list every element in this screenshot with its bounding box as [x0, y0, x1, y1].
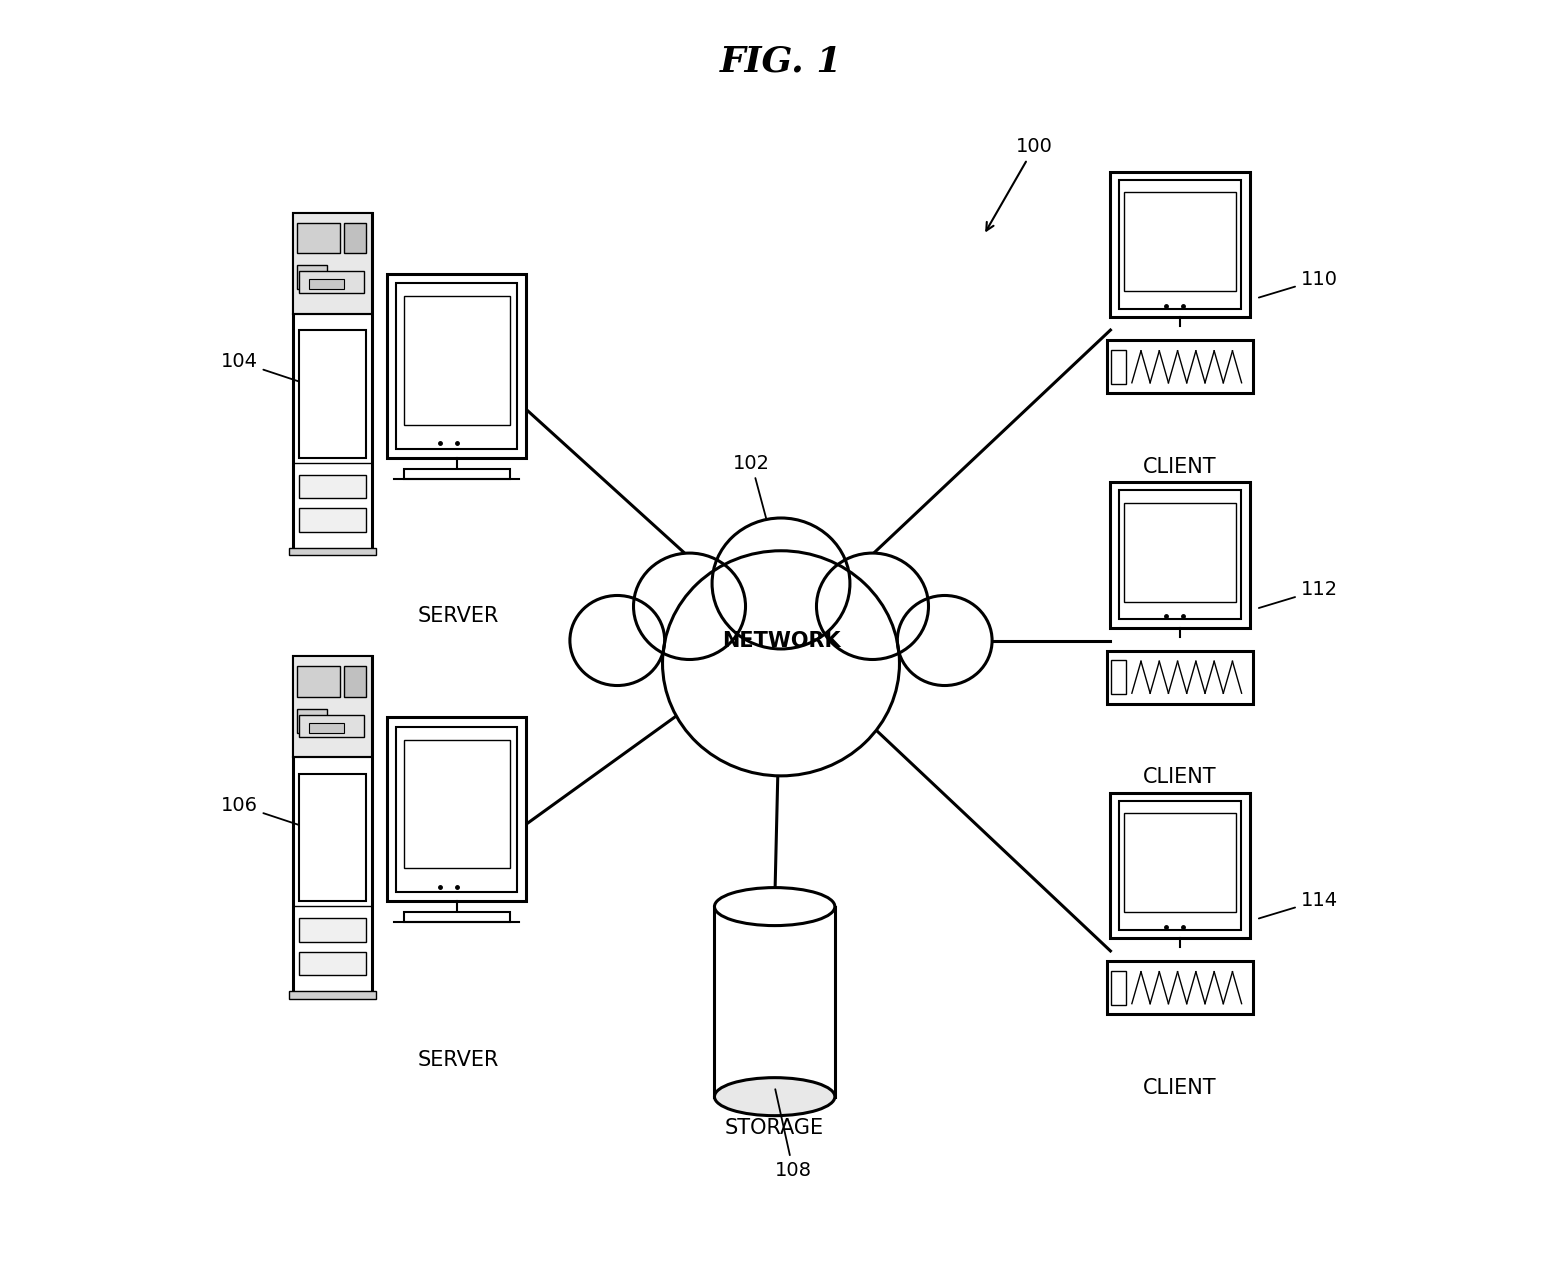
- FancyBboxPatch shape: [294, 213, 372, 548]
- Ellipse shape: [714, 888, 834, 926]
- Text: CLIENT: CLIENT: [1143, 457, 1217, 477]
- FancyBboxPatch shape: [1111, 172, 1250, 318]
- FancyBboxPatch shape: [1118, 801, 1242, 930]
- FancyBboxPatch shape: [294, 656, 372, 757]
- FancyBboxPatch shape: [1111, 350, 1126, 384]
- FancyBboxPatch shape: [403, 739, 509, 869]
- FancyBboxPatch shape: [1111, 971, 1126, 1004]
- Ellipse shape: [570, 596, 665, 685]
- FancyBboxPatch shape: [298, 475, 366, 498]
- Text: 112: 112: [1259, 580, 1337, 608]
- FancyBboxPatch shape: [1111, 660, 1126, 694]
- FancyBboxPatch shape: [1125, 192, 1236, 291]
- Text: NETWORK: NETWORK: [722, 630, 840, 651]
- Ellipse shape: [712, 518, 850, 649]
- Ellipse shape: [897, 596, 992, 685]
- FancyBboxPatch shape: [1107, 651, 1253, 703]
- Text: STORAGE: STORAGE: [725, 1118, 825, 1139]
- Text: 114: 114: [1259, 890, 1337, 918]
- FancyBboxPatch shape: [300, 272, 364, 293]
- FancyBboxPatch shape: [403, 296, 509, 424]
- Ellipse shape: [817, 553, 928, 660]
- Text: 102: 102: [733, 453, 770, 524]
- FancyBboxPatch shape: [714, 907, 834, 1097]
- Text: 106: 106: [220, 796, 333, 836]
- Text: CLIENT: CLIENT: [1143, 1077, 1217, 1098]
- Text: SERVER: SERVER: [417, 1049, 498, 1070]
- FancyBboxPatch shape: [1118, 181, 1242, 309]
- Text: 104: 104: [220, 352, 333, 392]
- Text: 100: 100: [986, 137, 1053, 231]
- FancyBboxPatch shape: [397, 726, 517, 892]
- Text: 110: 110: [1259, 270, 1337, 297]
- FancyBboxPatch shape: [1111, 793, 1250, 938]
- FancyBboxPatch shape: [298, 952, 366, 975]
- FancyBboxPatch shape: [403, 469, 509, 479]
- Text: 108: 108: [775, 1089, 812, 1180]
- FancyBboxPatch shape: [387, 717, 526, 902]
- Ellipse shape: [662, 551, 900, 776]
- FancyBboxPatch shape: [1107, 961, 1253, 1015]
- FancyBboxPatch shape: [298, 918, 366, 942]
- FancyBboxPatch shape: [298, 330, 366, 459]
- Ellipse shape: [714, 1077, 834, 1116]
- FancyBboxPatch shape: [294, 656, 372, 991]
- FancyBboxPatch shape: [1125, 813, 1236, 912]
- FancyBboxPatch shape: [1107, 341, 1253, 393]
- FancyBboxPatch shape: [344, 223, 366, 254]
- Text: CLIENT: CLIENT: [1143, 767, 1217, 788]
- FancyBboxPatch shape: [387, 274, 526, 457]
- FancyBboxPatch shape: [1118, 491, 1242, 620]
- FancyBboxPatch shape: [298, 774, 366, 902]
- Text: FIG. 1: FIG. 1: [720, 45, 842, 79]
- FancyBboxPatch shape: [289, 991, 375, 999]
- FancyBboxPatch shape: [297, 708, 328, 733]
- FancyBboxPatch shape: [298, 509, 366, 532]
- Ellipse shape: [634, 553, 745, 660]
- FancyBboxPatch shape: [397, 283, 517, 448]
- FancyBboxPatch shape: [344, 666, 366, 697]
- FancyBboxPatch shape: [297, 666, 341, 697]
- FancyBboxPatch shape: [1125, 502, 1236, 602]
- FancyBboxPatch shape: [403, 912, 509, 922]
- FancyBboxPatch shape: [294, 213, 372, 314]
- FancyBboxPatch shape: [1111, 482, 1250, 628]
- FancyBboxPatch shape: [300, 715, 364, 737]
- Text: SERVER: SERVER: [417, 606, 498, 626]
- FancyBboxPatch shape: [297, 265, 328, 290]
- FancyBboxPatch shape: [289, 548, 375, 556]
- FancyBboxPatch shape: [309, 279, 344, 290]
- FancyBboxPatch shape: [297, 223, 341, 254]
- FancyBboxPatch shape: [309, 722, 344, 733]
